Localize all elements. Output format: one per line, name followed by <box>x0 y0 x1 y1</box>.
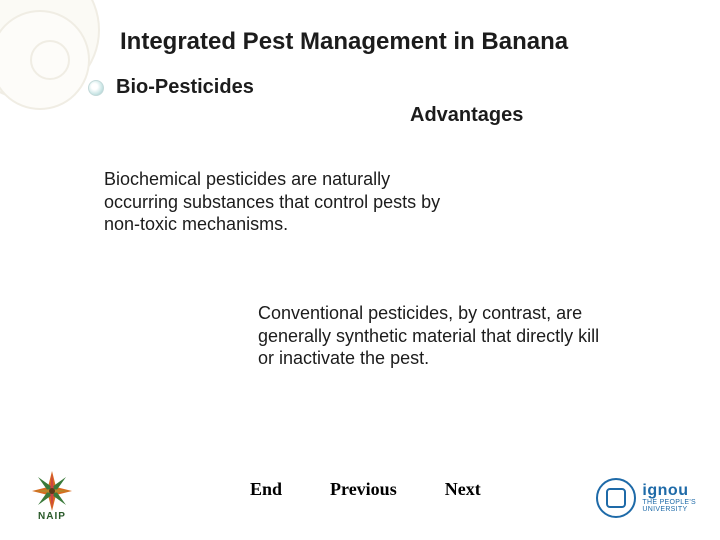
ignou-title: ignou <box>642 483 696 499</box>
advantages-heading: Advantages <box>410 104 523 127</box>
paragraph-conventional: Conventional pesticides, by contrast, ar… <box>258 302 608 370</box>
bullet-icon <box>88 80 104 96</box>
bg-decoration-circle <box>30 40 70 80</box>
ignou-subtitle-1: THE PEOPLE'S <box>642 499 696 506</box>
end-link[interactable]: End <box>250 479 282 500</box>
previous-link[interactable]: Previous <box>330 479 397 500</box>
paragraph-biochemical: Biochemical pesticides are naturally occ… <box>104 168 444 236</box>
naip-star-icon <box>30 469 74 513</box>
page-title: Integrated Pest Management in Banana <box>120 28 568 56</box>
next-link[interactable]: Next <box>445 479 481 500</box>
nav-row: End Previous Next <box>250 479 481 500</box>
ignou-logo: ignou THE PEOPLE'S UNIVERSITY <box>596 478 696 518</box>
ignou-text-block: ignou THE PEOPLE'S UNIVERSITY <box>642 483 696 513</box>
naip-logo: NAIP <box>30 469 74 522</box>
section-subtitle: Bio-Pesticides <box>116 76 254 99</box>
ignou-subtitle-2: UNIVERSITY <box>642 506 696 513</box>
ignou-circle-icon <box>596 478 636 518</box>
